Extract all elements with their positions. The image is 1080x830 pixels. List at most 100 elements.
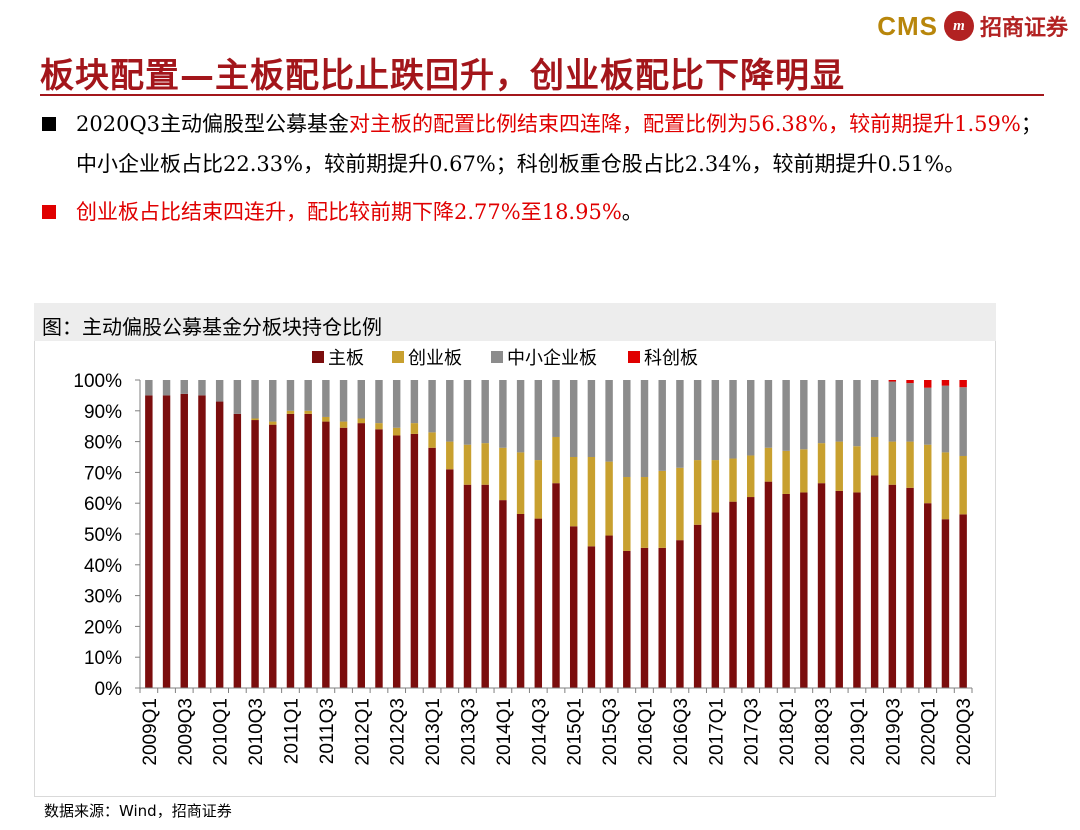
bar-segment-1 — [817, 443, 826, 484]
bar-segment-0 — [782, 493, 790, 688]
bar-segment-0 — [853, 492, 861, 688]
bar-segment-1 — [658, 470, 666, 548]
bar-segment-2 — [729, 380, 737, 459]
bullet-1-part-1: 2020Q3主动偏股型公募基金 — [76, 112, 350, 136]
chart-title-bar — [34, 303, 996, 341]
bar-segment-1 — [481, 443, 489, 485]
bar-segment-2 — [392, 380, 401, 428]
bar-segment-1 — [782, 450, 790, 494]
x-tick-label: 2009Q3 — [175, 698, 196, 766]
y-tick-label: 100% — [73, 371, 122, 392]
bar-segment-0 — [304, 413, 312, 688]
bar-segment-1 — [640, 477, 649, 548]
x-tick-label: 2020Q1 — [919, 698, 940, 766]
bar-segment-1 — [269, 421, 277, 425]
bar-segment-1 — [516, 452, 525, 514]
bar-segment-1 — [870, 436, 879, 476]
bar-segment-0 — [640, 547, 649, 688]
x-tick-label: 2011Q3 — [317, 698, 338, 764]
y-tick-label: 50% — [84, 525, 122, 546]
bar-segment-2 — [499, 380, 507, 448]
bar-segment-2 — [215, 380, 224, 402]
x-tick-label: 2019Q1 — [848, 698, 869, 766]
bar-segment-2 — [711, 380, 720, 461]
y-tick-label: 70% — [84, 463, 122, 484]
bar-segment-2 — [233, 380, 242, 414]
bar-segment-1 — [446, 441, 454, 470]
bar-segment-1 — [693, 460, 702, 525]
x-tick-label: 2020Q3 — [954, 698, 975, 766]
bullet-item-1: 2020Q3主动偏股型公募基金对主板的配置比例结束四连降，配置比例为56.38%… — [42, 104, 1042, 184]
bar-segment-1 — [499, 447, 507, 501]
logo-mark-icon: m — [943, 11, 974, 41]
x-tick-label: 2010Q1 — [211, 698, 232, 766]
bar-segment-1 — [357, 418, 365, 424]
bar-segment-0 — [764, 481, 773, 688]
bar-segment-0 — [835, 490, 843, 688]
black-square-bullet-icon — [42, 117, 56, 131]
bar-segment-1 — [924, 444, 932, 504]
bar-segment-0 — [410, 433, 419, 688]
chart-title: 图：主动偏股公募基金分板块持仓比例 — [42, 315, 382, 339]
red-square-bullet-icon — [42, 205, 56, 219]
x-tick-label: 2016Q3 — [671, 698, 692, 766]
bar-segment-1 — [959, 455, 967, 515]
bar-segment-1 — [428, 432, 436, 448]
bar-segment-2 — [693, 380, 702, 461]
bar-segment-2 — [286, 380, 295, 411]
logo-text: CMS — [877, 10, 938, 41]
bar-segment-2 — [304, 380, 312, 411]
bar-segment-0 — [534, 518, 543, 688]
bar-segment-1 — [941, 452, 950, 520]
bar-segment-2 — [623, 380, 631, 478]
bar-segment-0 — [924, 503, 932, 688]
x-tick-label: 2018Q1 — [777, 698, 798, 766]
bar-segment-3 — [941, 380, 950, 386]
legend-swatch-0 — [312, 351, 324, 363]
bar-segment-0 — [516, 513, 525, 688]
bar-segment-0 — [463, 484, 472, 688]
bar-segment-0 — [552, 483, 560, 688]
bar-segment-0 — [481, 484, 489, 688]
bar-segment-2 — [375, 380, 383, 424]
bar-segment-0 — [428, 447, 436, 688]
bar-segment-0 — [587, 546, 596, 688]
bar-segment-2 — [764, 380, 773, 448]
bar-segment-2 — [428, 380, 436, 433]
bar-segment-1 — [711, 460, 720, 513]
bar-segment-0 — [446, 469, 454, 688]
bar-segment-2 — [817, 380, 826, 444]
bar-segment-2 — [959, 387, 967, 456]
bar-segment-2 — [145, 380, 153, 396]
bar-segment-1 — [835, 441, 843, 491]
bar-segment-2 — [747, 380, 755, 456]
bar-segment-2 — [446, 380, 454, 442]
bar-segment-1 — [747, 455, 755, 498]
bar-segment-1 — [623, 477, 631, 551]
bar-segment-0 — [233, 413, 242, 688]
bar-segment-2 — [941, 385, 950, 453]
bar-segment-1 — [764, 447, 773, 482]
bar-segment-3 — [906, 380, 914, 384]
bullet-item-2: 创业板占比结束四连升，配比较前期下降2.77%至18.95%。 — [42, 192, 1042, 232]
bullet-2-end: 。 — [621, 200, 643, 224]
bar-segment-2 — [605, 380, 613, 462]
x-tick-label: 2014Q3 — [529, 698, 550, 766]
x-tick-label: 2017Q1 — [706, 698, 727, 766]
bar-segment-2 — [516, 380, 525, 453]
bar-segment-0 — [658, 547, 666, 688]
bar-segment-1 — [729, 458, 737, 502]
x-tick-label: 2015Q3 — [600, 698, 621, 766]
bar-segment-1 — [853, 446, 861, 493]
legend-swatch-3 — [628, 351, 640, 363]
x-tick-label: 2009Q1 — [140, 698, 161, 766]
bar-segment-0 — [870, 475, 879, 688]
bar-segment-0 — [817, 483, 826, 688]
bar-segment-2 — [322, 380, 330, 417]
bar-segment-1 — [605, 461, 613, 536]
bar-segment-2 — [357, 380, 365, 419]
bar-segment-2 — [339, 380, 348, 422]
bar-segment-0 — [357, 423, 365, 688]
bar-segment-2 — [640, 380, 649, 478]
bar-segment-2 — [463, 380, 472, 445]
